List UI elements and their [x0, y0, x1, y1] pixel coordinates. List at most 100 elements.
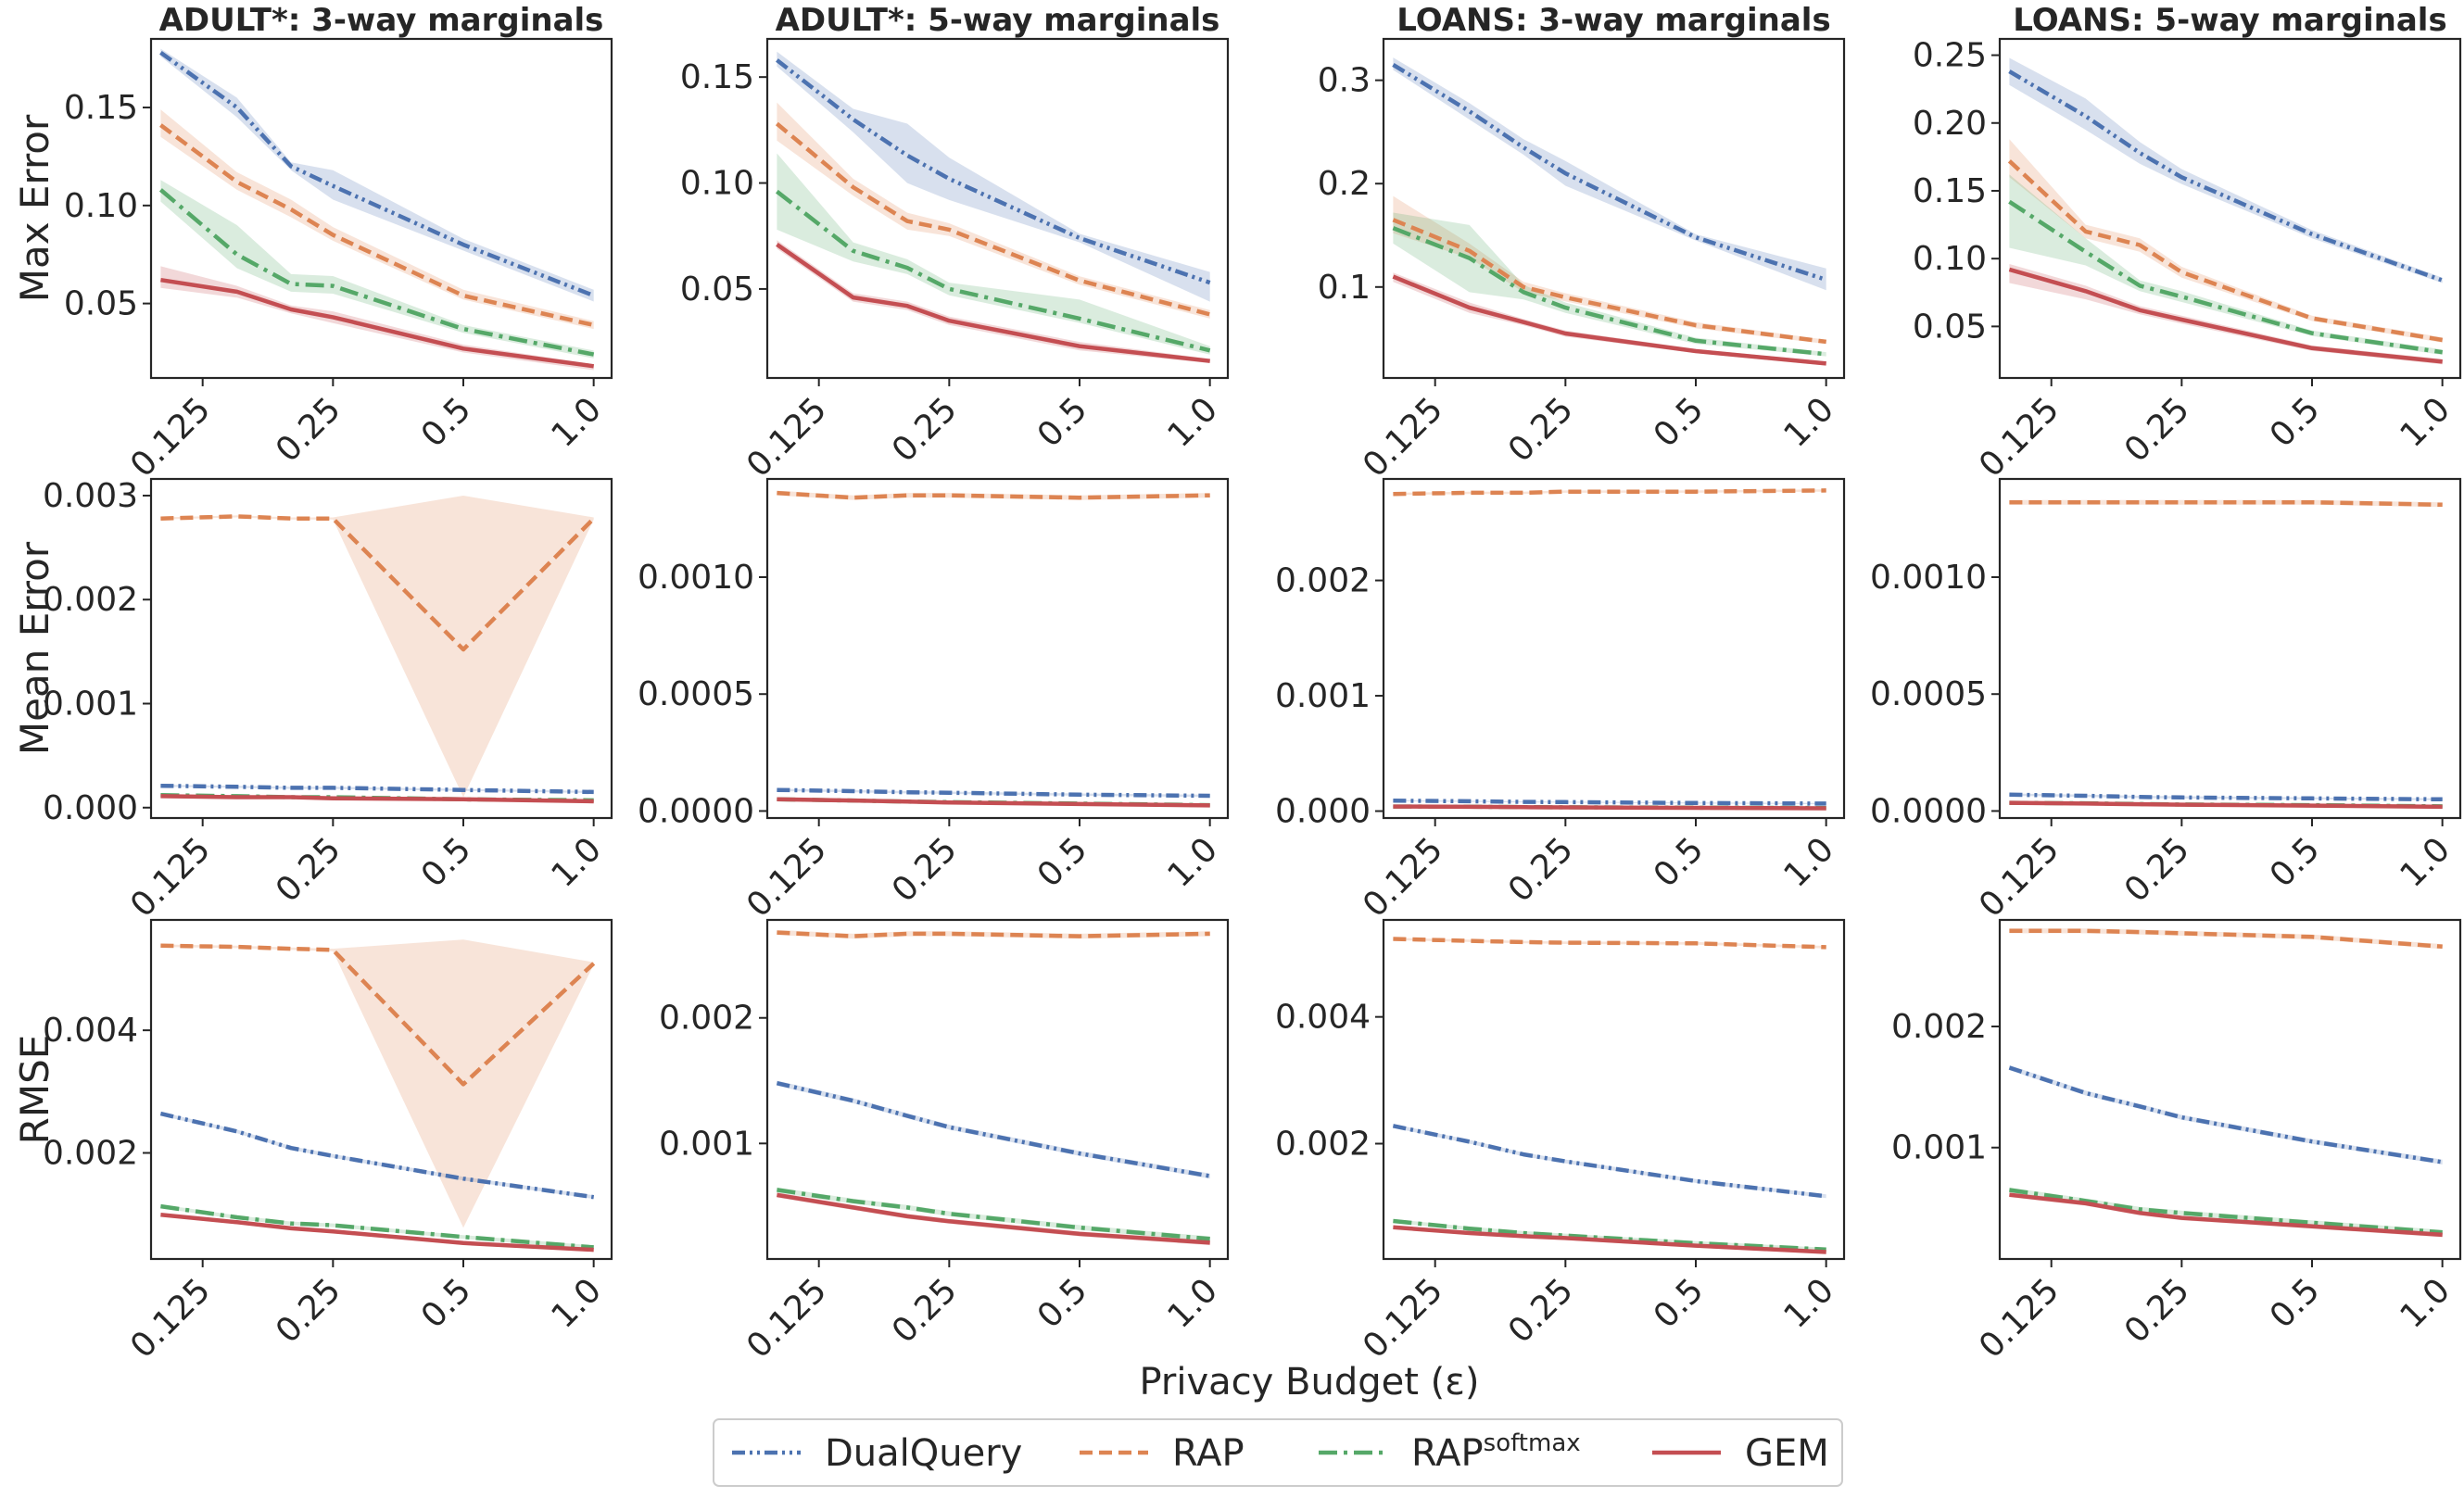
axes-frame	[765, 918, 1230, 1261]
x-axis-label: Privacy Budget (ε)	[1140, 1361, 1480, 1404]
x-tick-label: 0.5	[1647, 390, 1711, 454]
line-rap	[777, 930, 1210, 938]
y-tick-label: 0.002	[1275, 562, 1371, 600]
plot-area	[158, 48, 595, 371]
x-tick-label: 0.125	[1972, 830, 2066, 925]
subplot-r3c3: 0.002 0.004 0.125 0.25 0.5 1.0	[1275, 918, 1846, 1366]
x-tick-label: 0.25	[2117, 390, 2197, 470]
y-tick-label: 0.0000	[638, 792, 754, 830]
x-tick-label: 1.0	[2394, 1271, 2458, 1335]
line-dualquery	[2008, 1065, 2444, 1164]
y-tick-label: 0.000	[43, 789, 138, 827]
line-gem	[777, 797, 1210, 808]
band-rapsoftmax	[2009, 174, 2443, 356]
line-gem	[160, 794, 594, 804]
x-tick-label: 0.5	[1647, 830, 1711, 894]
line-dualquery	[1392, 62, 1827, 283]
y-tick-label: 0.0000	[1870, 792, 1987, 830]
x-tick-label: 0.125	[739, 830, 834, 925]
x-tick-label: 0.5	[2263, 830, 2327, 894]
x-tick-label: 1.0	[1777, 1271, 1841, 1335]
x-tick-label: 0.5	[2263, 390, 2327, 454]
line-rapsoftmax	[1393, 1218, 1826, 1252]
subplot-r1c3: 0.1 0.2 0.3 0.125 0.25 0.5 1.0 LOANS: 3-way mar…	[1318, 2, 1846, 485]
subplot-r3c2: 0.001 0.002 0.125 0.25 0.5 1.0	[659, 918, 1230, 1366]
x-tick-label: 0.5	[1030, 390, 1094, 454]
band-gem	[2009, 264, 2443, 365]
line-rapsoftmax	[2009, 1188, 2443, 1235]
axes-frame	[1998, 477, 2462, 820]
band-dualquery	[160, 48, 594, 302]
legend-label: RAP	[1172, 1432, 1245, 1475]
line-dualquery	[2009, 792, 2443, 802]
x-tick-label: 0.5	[414, 1271, 478, 1335]
line-rap	[160, 943, 596, 1087]
x-tick-label: 1.0	[1161, 390, 1225, 454]
y-tick-label: 0.002	[1275, 1125, 1371, 1163]
line-rap	[775, 121, 1211, 317]
plot-area	[776, 929, 1211, 1246]
line-gem	[1392, 274, 1826, 366]
line-rap	[160, 514, 596, 652]
subplot-grid: 0.05 0.10 0.15 0.125 0.25 0.5 1.0 ADULT*: 3-way…	[12, 2, 2462, 1366]
axes-frame	[765, 477, 1230, 820]
x-tick-label: 0.125	[1356, 390, 1450, 485]
y-tick-label: 0.002	[659, 1000, 754, 1038]
band-dualquery	[2009, 1064, 2443, 1164]
plot-area	[1392, 57, 1827, 366]
y-tick-label: 0.10	[1913, 240, 1987, 278]
y-tick-label: 0.001	[1891, 1129, 1987, 1167]
legend-label: GEM	[1745, 1432, 1829, 1475]
x-tick-label: 0.25	[269, 1271, 348, 1351]
line-rap	[1393, 488, 1826, 497]
x-tick-label: 0.125	[1972, 1271, 2066, 1366]
y-tick-label: 0.25	[1913, 37, 1987, 75]
y-tick-label: 0.001	[43, 686, 138, 724]
legend-entry-rapsoftmax: RAPsoftmax	[1319, 1429, 1581, 1475]
x-tick-label: 0.25	[1501, 1271, 1581, 1351]
y-tick-label: 0.20	[1913, 105, 1987, 143]
x-tick-label: 1.0	[1777, 390, 1841, 454]
y-tick-label: 0.003	[43, 477, 138, 515]
plot-area	[2007, 57, 2444, 365]
subplot-r2c4: 0.0000 0.0005 0.0010 0.125 0.25 0.5 1.0	[1870, 477, 2462, 925]
x-tick-label: 0.25	[885, 390, 965, 470]
plot-area	[159, 939, 596, 1253]
y-tick-label: 0.15	[64, 89, 138, 127]
y-tick-label: 0.002	[43, 581, 138, 619]
y-tick-label: 0.002	[1891, 1008, 1987, 1046]
band-rapsoftmax	[1393, 212, 1826, 357]
line-dualquery	[776, 58, 1211, 285]
y-tick-label: 0.001	[659, 1125, 754, 1163]
x-tick-label: 1.0	[1777, 830, 1841, 894]
x-tick-label: 1.0	[545, 1271, 609, 1335]
band-rapsoftmax	[160, 180, 594, 359]
x-tick-label: 1.0	[2394, 830, 2458, 894]
x-tick-label: 0.5	[414, 390, 478, 454]
x-tick-label: 0.125	[1356, 1271, 1450, 1366]
x-tick-label: 0.25	[269, 830, 348, 910]
subplot-r3c4: 0.001 0.002 0.125 0.25 0.5 1.0	[1891, 918, 2462, 1366]
x-tick-label: 1.0	[1161, 830, 1225, 894]
legend-entry-dualquery: DualQuery	[732, 1432, 1022, 1475]
line-rap	[159, 123, 595, 328]
line-gem	[1393, 804, 1826, 811]
line-gem	[2008, 267, 2443, 364]
y-tick-label: 0.15	[680, 58, 754, 96]
subplot-r1c2: 0.05 0.10 0.15 0.125 0.25 0.5 1.0 ADULT*: 5-way…	[680, 2, 1230, 485]
subplot-r1c1: 0.05 0.10 0.15 0.125 0.25 0.5 1.0 ADULT*: 3-way…	[12, 2, 613, 485]
axes-frame	[149, 37, 613, 380]
legend-entry-gem: GEM	[1652, 1432, 1829, 1475]
line-rap	[1393, 937, 1826, 950]
subplot-r3c1: 0.002 0.004 0.125 0.25 0.5 1.0 RMSE	[12, 918, 613, 1366]
axes-frame	[1382, 37, 1846, 380]
x-tick-label: 1.0	[545, 390, 609, 454]
subplot-r2c1: 0.000 0.001 0.002 0.003 0.125 0.25 0.5 1.0 Mean …	[12, 477, 613, 925]
line-gem	[777, 1192, 1210, 1245]
line-rap	[777, 490, 1210, 500]
x-tick-label: 0.5	[1030, 1271, 1094, 1335]
line-rapsoftmax	[777, 1188, 1210, 1241]
x-tick-label: 0.25	[269, 390, 348, 470]
plot-area	[2008, 928, 2444, 1238]
line-gem	[776, 243, 1210, 363]
